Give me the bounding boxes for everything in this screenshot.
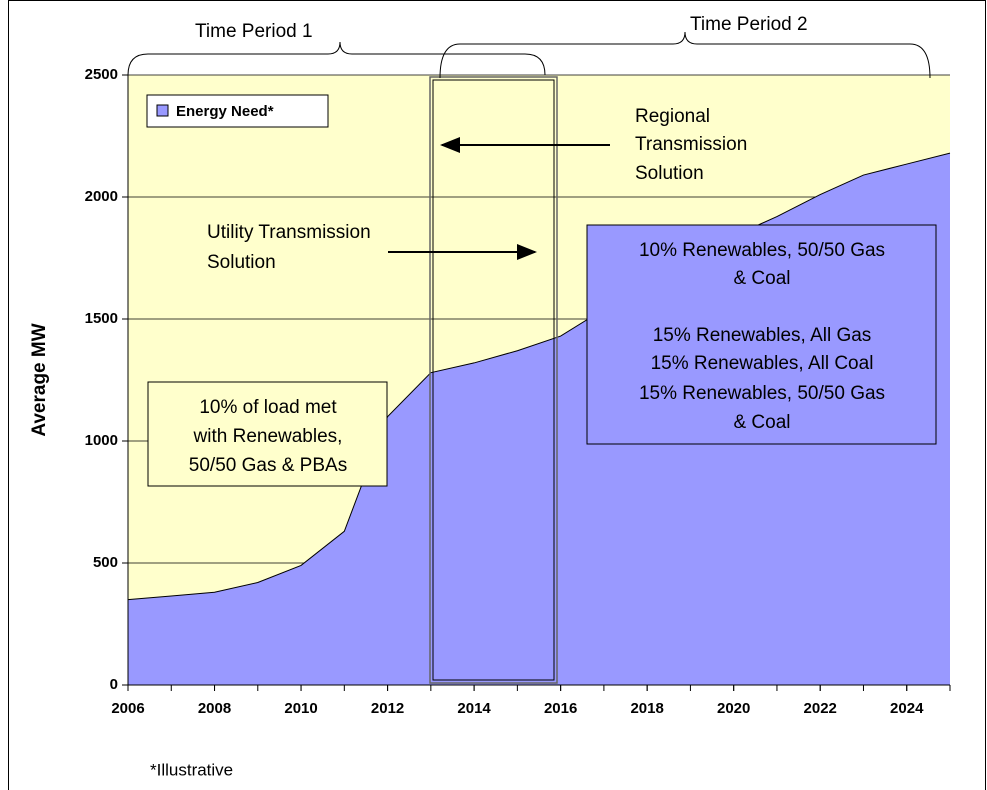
y-tick-label: 500 [93,554,118,571]
area-outline [127,152,951,601]
x-tick-label: 2014 [457,700,491,717]
legend-swatch [156,104,169,117]
y-tick-label: 2500 [85,66,118,83]
annotation: with Renewables, [193,426,343,447]
x-tick-label: 2012 [371,700,404,717]
x-tick-label: 2022 [804,700,837,717]
period-label: Time Period 2 [690,14,808,35]
brace [127,41,546,76]
annotation: Regional [635,106,710,127]
annotation: 15% Renewables, All Gas [653,325,872,346]
highlight-box [429,76,558,684]
x-tick-label: 2018 [630,700,663,717]
highlight-box-inner [432,79,555,681]
period-label: Time Period 1 [195,21,313,42]
y-tick-label: 2000 [85,188,118,205]
annotation: 15% Renewables, All Coal [651,353,874,374]
annotation: 50/50 Gas & PBAs [189,455,347,476]
legend-label: Energy Need* [176,103,274,120]
annotation: 15% Renewables, 50/50 Gas [639,383,885,404]
annotation: & Coal [733,412,790,433]
annotation: & Coal [733,268,790,289]
annotation: Solution [207,252,276,273]
brace [439,31,931,79]
x-tick-label: 2010 [284,700,317,717]
annotation: Solution [635,163,704,184]
y-tick-label: 1000 [85,432,118,449]
annotation: Transmission [635,134,747,155]
annotation: Utility Transmission [207,222,371,243]
x-tick-label: 2016 [544,700,577,717]
y-axis-label: Average MW [29,323,50,436]
x-tick-label: 2020 [717,700,750,717]
annotation-box [586,224,937,445]
legend-box [146,94,329,128]
footnote: *Illustrative [150,760,233,779]
x-tick-label: 2024 [890,700,924,717]
annotation-box [147,381,388,487]
x-tick-label: 2006 [111,700,144,717]
annotation: 10% Renewables, 50/50 Gas [639,240,885,261]
x-tick-label: 2008 [198,700,231,717]
y-tick-label: 1500 [85,310,118,327]
annotation: 10% of load met [199,397,337,418]
y-tick-label: 0 [110,676,118,693]
